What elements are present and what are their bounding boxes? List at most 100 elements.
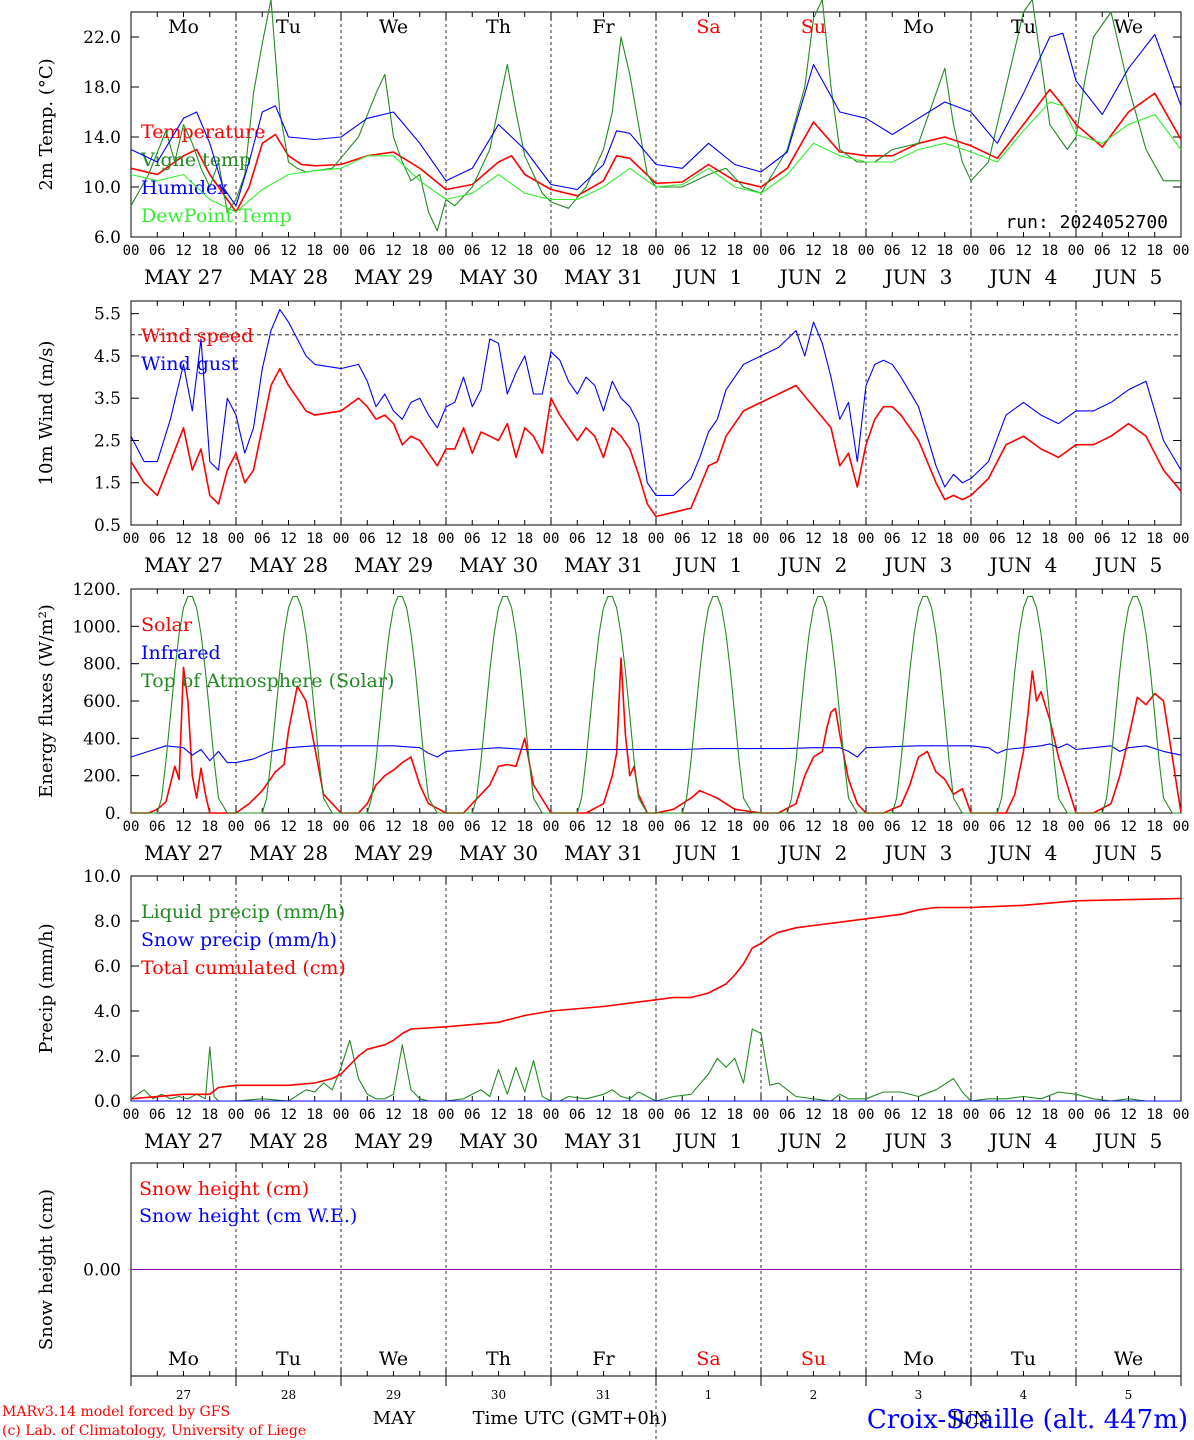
day-number: 4	[1020, 1388, 1028, 1402]
hour-tick-label: 18	[621, 531, 638, 547]
y-tick-label: 1200.	[72, 580, 121, 600]
hour-tick-label: 12	[490, 819, 507, 835]
hour-tick-label: 18	[306, 1107, 323, 1123]
weekday-label: Mo	[903, 16, 934, 38]
series-line-liquid-precip-mm-h-	[130, 1028, 1181, 1102]
legend-entry: Wind speed	[141, 325, 253, 347]
date-label: JUN 1	[673, 265, 743, 289]
hour-tick-label: 12	[1120, 243, 1137, 259]
hour-tick-label: 06	[884, 243, 901, 259]
hour-tick-label: 12	[1120, 1107, 1137, 1123]
date-label: JUN 4	[988, 553, 1058, 577]
hour-tick-label: 00	[438, 819, 455, 835]
hour-tick-label: 06	[149, 1107, 166, 1123]
hour-tick-label: 00	[858, 243, 875, 259]
y-tick-label: 1000.	[72, 617, 121, 637]
panel-2: 0.5 1.5 2.5 3.5 4.5 5.5 10m Wind (m/s) Wind spe…	[36, 300, 1189, 577]
hour-tick-label: 12	[385, 531, 402, 547]
hour-tick-label: 12	[910, 1107, 927, 1123]
hour-tick-label: 06	[254, 1107, 271, 1123]
hour-tick-label: 06	[1094, 243, 1111, 259]
weekday-label: Th	[486, 16, 511, 38]
hour-tick-label: 00	[753, 243, 770, 259]
y-tick-label: 6.0	[94, 228, 121, 248]
hour-tick-label: 12	[1015, 531, 1032, 547]
hour-tick-label: 18	[831, 531, 848, 547]
hour-tick-label: 00	[543, 243, 560, 259]
legend-entry: Humidex	[141, 177, 228, 199]
day-number: 1	[705, 1388, 713, 1402]
hour-tick-label: 18	[1041, 1107, 1058, 1123]
hour-tick-label: 00	[753, 1107, 770, 1123]
hour-tick-label: 00	[123, 531, 140, 547]
hour-tick-label: 06	[779, 531, 796, 547]
hour-tick-label: 12	[1120, 531, 1137, 547]
weekday-label: We	[379, 1348, 408, 1370]
hour-tick-label: 00	[543, 531, 560, 547]
legend-entry: Solar	[141, 614, 193, 636]
hour-tick-label: 18	[936, 531, 953, 547]
hour-tick-label: 06	[359, 531, 376, 547]
plot-frame	[130, 588, 1182, 814]
date-label: JUN 5	[1093, 265, 1163, 289]
panel-4: 0.0 2.0 4.0 6.0 8.0 10.0 Precip (mm/h) Liquid p…	[36, 867, 1189, 1153]
day-number: 5	[1125, 1388, 1133, 1402]
hour-tick-label: 00	[228, 243, 245, 259]
hour-tick-label: 00	[1068, 243, 1085, 259]
hour-tick-label: 00	[648, 819, 665, 835]
hour-tick-label: 12	[385, 243, 402, 259]
hour-tick-label: 18	[1146, 243, 1163, 259]
hour-tick-label: 06	[149, 531, 166, 547]
hour-tick-label: 00	[1068, 531, 1085, 547]
hour-tick-label: 00	[333, 819, 350, 835]
hour-tick-label: 12	[700, 243, 717, 259]
hour-tick-label: 12	[595, 1107, 612, 1123]
date-label: MAY 28	[249, 265, 328, 289]
hour-tick-label: 06	[674, 1107, 691, 1123]
hour-tick-label: 00	[1068, 819, 1085, 835]
weekday-label: Mo	[903, 1348, 934, 1370]
hour-tick-label: 12	[805, 531, 822, 547]
y-tick-label: 14.0	[83, 128, 121, 148]
date-label: JUN 1	[673, 1129, 743, 1153]
hour-tick-label: 00	[438, 531, 455, 547]
credit-line-2: (c) Lab. of Climatology, University of L…	[2, 1423, 306, 1439]
date-label: MAY 27	[144, 265, 223, 289]
hour-tick-label: 12	[385, 1107, 402, 1123]
hour-tick-label: 12	[595, 243, 612, 259]
hour-tick-label: 12	[280, 819, 297, 835]
y-tick-label: 2.0	[94, 1047, 121, 1067]
y-tick-label: 1.5	[94, 474, 121, 494]
hour-tick-label: 00	[333, 243, 350, 259]
legend-entry: Snow height (cm W.E.)	[139, 1205, 357, 1227]
y-tick-label: 3.5	[94, 389, 121, 409]
hour-tick-label: 18	[621, 1107, 638, 1123]
date-label: MAY 30	[459, 265, 538, 289]
hour-tick-label: 00	[123, 243, 140, 259]
hour-tick-label: 18	[1041, 531, 1058, 547]
series-line-top-of-atmosphere-solar-	[131, 595, 1181, 814]
y-tick-label: 0.	[105, 804, 121, 824]
hour-tick-label: 00	[963, 819, 980, 835]
y-tick-label: 600.	[83, 692, 121, 712]
weekday-label: Fr	[592, 1348, 615, 1370]
hour-tick-label: 18	[306, 819, 323, 835]
hour-tick-label: 06	[254, 819, 271, 835]
hour-tick-label: 00	[963, 531, 980, 547]
hour-tick-label: 12	[175, 531, 192, 547]
hour-tick-label: 12	[910, 243, 927, 259]
hour-tick-label: 06	[569, 243, 586, 259]
hour-tick-label: 18	[411, 531, 428, 547]
day-number: 30	[491, 1388, 506, 1402]
hour-tick-label: 18	[1041, 819, 1058, 835]
day-number: 27	[176, 1388, 191, 1402]
series-line-dewpoint-temp	[130, 101, 1182, 213]
hour-tick-label: 12	[175, 243, 192, 259]
hour-tick-label: 18	[306, 243, 323, 259]
hour-tick-label: 18	[1146, 531, 1163, 547]
hour-tick-label: 06	[359, 819, 376, 835]
date-label: MAY 28	[249, 553, 328, 577]
hour-tick-label: 12	[490, 243, 507, 259]
date-label: MAY 31	[564, 1129, 643, 1153]
